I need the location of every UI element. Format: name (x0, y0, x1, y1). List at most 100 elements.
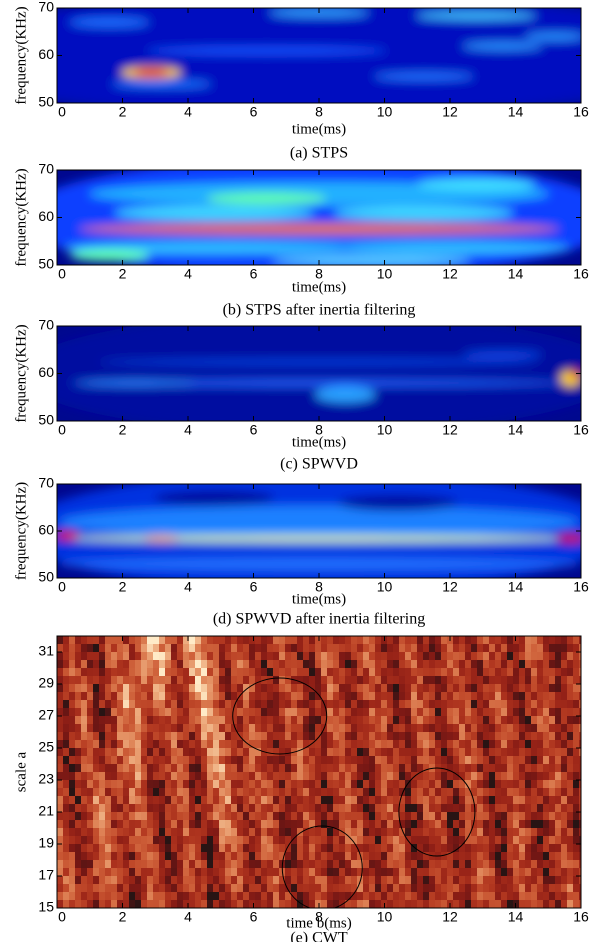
heatmap-blob (416, 12, 536, 20)
heatmap-cell (537, 812, 543, 820)
heatmap-cell (459, 732, 465, 740)
x-tick-label: 12 (442, 104, 458, 120)
heatmap-cell (129, 732, 135, 740)
heatmap-cell (93, 652, 99, 660)
heatmap-cell (237, 900, 243, 908)
heatmap-cell (579, 756, 585, 764)
x-tick-label: 4 (184, 104, 192, 120)
heatmap-cell (195, 892, 201, 900)
heatmap-cell (363, 772, 369, 780)
heatmap-cell (573, 876, 579, 884)
heatmap-cell (147, 876, 153, 884)
heatmap-cell (351, 652, 357, 660)
heatmap-cell (195, 820, 201, 828)
heatmap-cell (81, 868, 87, 876)
y-axis-label: frequency(KHz) (13, 6, 29, 104)
heatmap-cell (129, 660, 135, 668)
heatmap-cell (501, 892, 507, 900)
heatmap-cell (369, 660, 375, 668)
heatmap-cell (501, 668, 507, 676)
heatmap-cell (459, 692, 465, 700)
heatmap-cell (87, 900, 93, 908)
heatmap-cell (285, 748, 291, 756)
heatmap-cell (225, 876, 231, 884)
heatmap-cell (477, 660, 483, 668)
heatmap-cell (411, 724, 417, 732)
heatmap-cell (195, 668, 201, 676)
heatmap-cell (405, 796, 411, 804)
heatmap-cell (555, 732, 561, 740)
heatmap-cell (507, 892, 513, 900)
heatmap-cell (453, 652, 459, 660)
heatmap-cell (567, 684, 573, 692)
heatmap-cell (405, 772, 411, 780)
heatmap-cell (81, 780, 87, 788)
heatmap-cell (501, 740, 507, 748)
heatmap-cell (405, 804, 411, 812)
heatmap-cell (279, 716, 285, 724)
heatmap-cell (135, 716, 141, 724)
heatmap-cell (213, 852, 219, 860)
heatmap-cell (195, 700, 201, 708)
heatmap-cell (201, 812, 207, 820)
heatmap-cell (459, 796, 465, 804)
heatmap-cell (573, 804, 579, 812)
heatmap-cell (117, 684, 123, 692)
heatmap-cell (153, 900, 159, 908)
heatmap-cell (567, 644, 573, 652)
heatmap-cell (219, 852, 225, 860)
heatmap-cell (375, 852, 381, 860)
heatmap-cell (189, 708, 195, 716)
heatmap-cell (117, 804, 123, 812)
heatmap-cell (543, 812, 549, 820)
heatmap-cell (315, 828, 321, 836)
heatmap-cell (195, 828, 201, 836)
heatmap-cell (573, 692, 579, 700)
heatmap-cell (531, 868, 537, 876)
heatmap-cell (63, 852, 69, 860)
heatmap-cell (339, 756, 345, 764)
heatmap-cell (111, 828, 117, 836)
heatmap-cell (321, 796, 327, 804)
heatmap-cell (153, 796, 159, 804)
heatmap-cell (255, 708, 261, 716)
heatmap-cell (207, 724, 213, 732)
heatmap-cell (291, 644, 297, 652)
heatmap-cell (201, 684, 207, 692)
heatmap-cell (99, 684, 105, 692)
heatmap-cell (57, 900, 63, 908)
heatmap-cell (507, 740, 513, 748)
heatmap-cell (369, 868, 375, 876)
heatmap-cell (87, 700, 93, 708)
heatmap-cell (459, 676, 465, 684)
heatmap-cell (339, 740, 345, 748)
heatmap-cell (87, 692, 93, 700)
heatmap-cell (489, 868, 495, 876)
heatmap-cell (189, 820, 195, 828)
heatmap-cell (549, 812, 555, 820)
heatmap-blob (207, 193, 327, 205)
heatmap-cell (417, 668, 423, 676)
heatmap-cell (489, 692, 495, 700)
heatmap-cell (345, 868, 351, 876)
heatmap-cell (327, 796, 333, 804)
heatmap-cell (81, 836, 87, 844)
heatmap-cell (147, 668, 153, 676)
heatmap-cell (123, 748, 129, 756)
heatmap-cell (57, 876, 63, 884)
heatmap-cell (279, 844, 285, 852)
heatmap-cell (177, 676, 183, 684)
heatmap-cell (207, 644, 213, 652)
heatmap-cell (183, 828, 189, 836)
heatmap-cell (447, 732, 453, 740)
heatmap-cell (285, 804, 291, 812)
heatmap-cell (243, 748, 249, 756)
heatmap-cell (441, 716, 447, 724)
heatmap-cell (99, 796, 105, 804)
heatmap-cell (441, 668, 447, 676)
heatmap-cell (405, 652, 411, 660)
heatmap-cell (351, 748, 357, 756)
heatmap-cell (573, 708, 579, 716)
heatmap-cell (141, 852, 147, 860)
heatmap-cell (87, 636, 93, 644)
